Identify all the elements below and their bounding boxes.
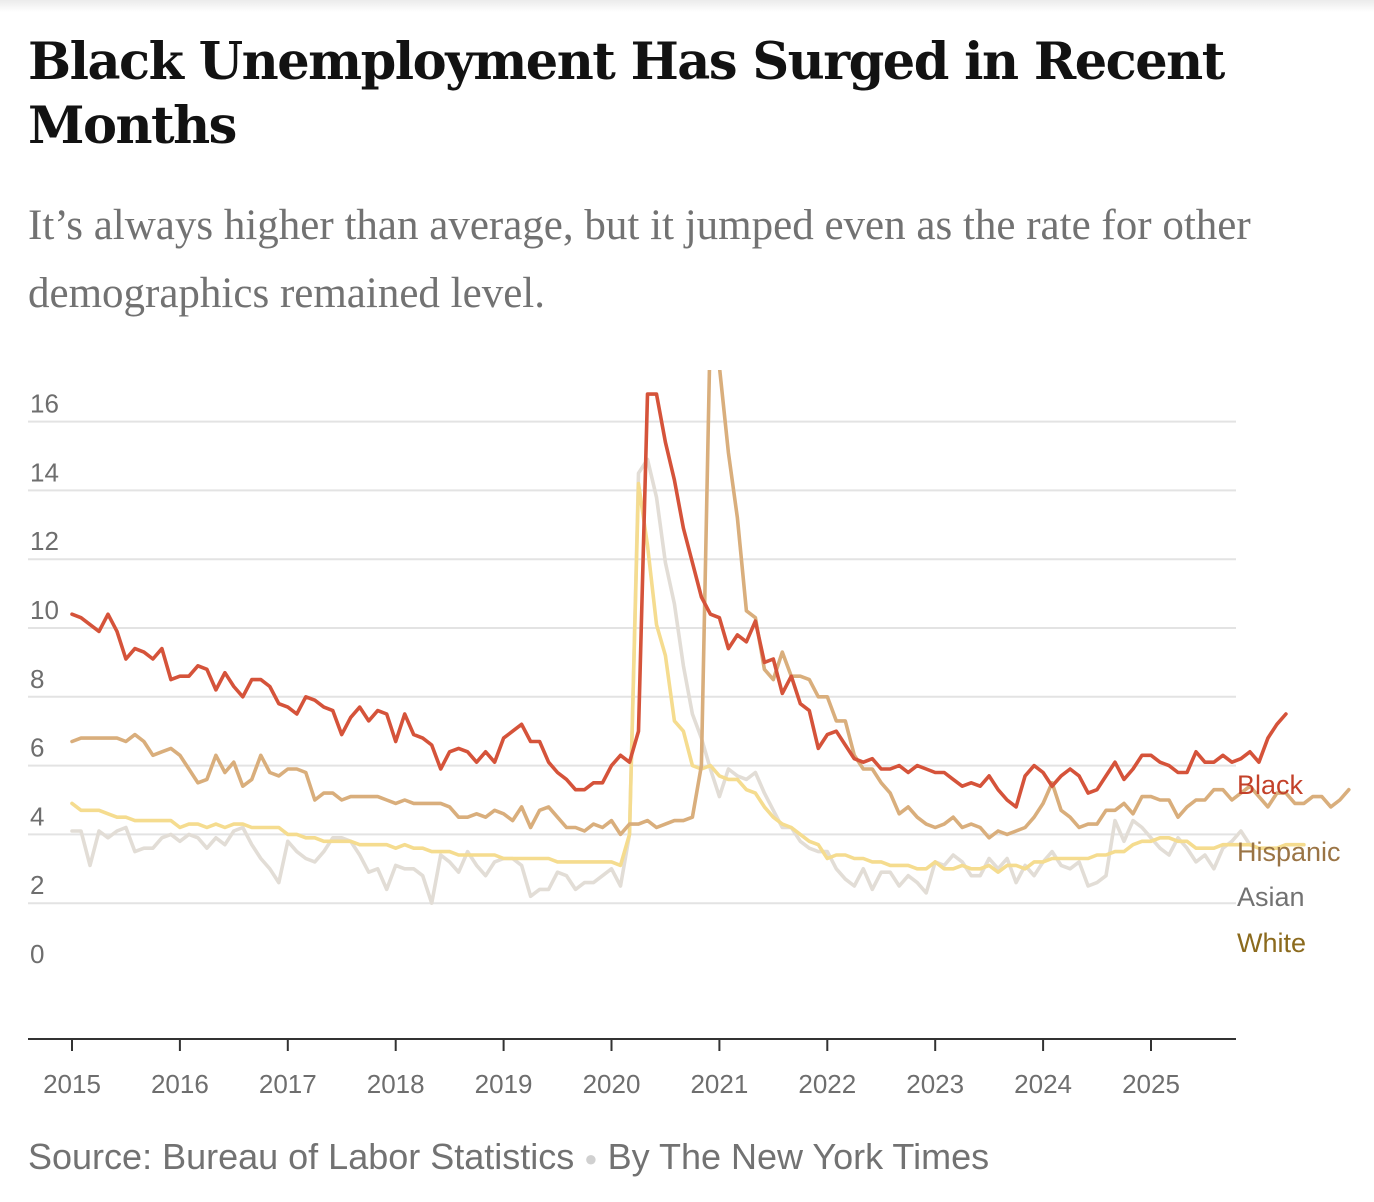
- source-text: Source: Bureau of Labor Statistics: [28, 1136, 575, 1177]
- separator-dot: ●: [584, 1146, 598, 1172]
- y-tick-label: 12: [30, 526, 59, 556]
- chart-subtitle: It’s always higher than average, but it …: [28, 202, 1251, 317]
- y-tick-label: 14: [30, 457, 59, 487]
- x-tick-label: 2021: [690, 1069, 748, 1099]
- series-line-hispanic: [70, 370, 1351, 840]
- x-tick-label: 2025: [1122, 1069, 1180, 1099]
- x-tick-label: 2018: [367, 1069, 425, 1099]
- y-tick-label: 2: [30, 870, 44, 900]
- x-tick-label: 2024: [1014, 1069, 1072, 1099]
- y-tick-label: 8: [30, 664, 44, 694]
- x-tick-label: 2020: [583, 1069, 641, 1099]
- series-label-white: White: [1237, 928, 1306, 958]
- y-tick-label: 4: [30, 801, 44, 831]
- series-lines: [70, 370, 1351, 906]
- y-tick-label: 16: [30, 389, 59, 419]
- series-line-black: [70, 392, 1288, 809]
- x-tick-label: 2022: [798, 1069, 856, 1099]
- y-tick-label: 6: [30, 733, 44, 763]
- x-tick-label: 2019: [475, 1069, 533, 1099]
- source-line: Source: Bureau of Labor Statistics ● By Th…: [28, 1134, 989, 1182]
- y-tick-label: 10: [30, 595, 59, 625]
- top-divider: [0, 0, 1374, 12]
- series-label-black: Black: [1237, 770, 1304, 800]
- byline-text: By The New York Times: [607, 1136, 990, 1177]
- x-axis: 2015 2016 2017 2018 2019 2020 2021 2022 2023 2024…: [28, 1038, 1236, 1099]
- x-tick-label: 2015: [43, 1069, 101, 1099]
- series-line-white: [70, 481, 1306, 875]
- series-line-asian: [70, 457, 1252, 906]
- series-label-asian: Asian: [1237, 882, 1305, 912]
- x-tick-label: 2023: [906, 1069, 964, 1099]
- x-tick-label: 2017: [259, 1069, 317, 1099]
- series-labels: Asian White Hispanic Black: [1237, 770, 1341, 958]
- chart-title: Black Unemployment Has Surged in Recent …: [28, 32, 1225, 156]
- x-tick-label: 2016: [151, 1069, 209, 1099]
- y-axis-labels: 024681012141618%: [30, 389, 59, 969]
- y-tick-label: 0: [30, 939, 44, 969]
- series-label-hispanic: Hispanic: [1237, 837, 1341, 867]
- line-chart: 024681012141618% 20152016201720182019202…: [28, 370, 1351, 1099]
